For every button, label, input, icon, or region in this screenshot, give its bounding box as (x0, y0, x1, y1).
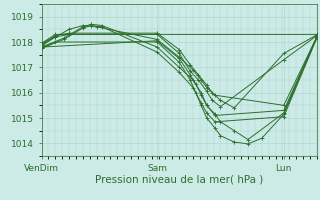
X-axis label: Pression niveau de la mer( hPa ): Pression niveau de la mer( hPa ) (95, 174, 263, 184)
